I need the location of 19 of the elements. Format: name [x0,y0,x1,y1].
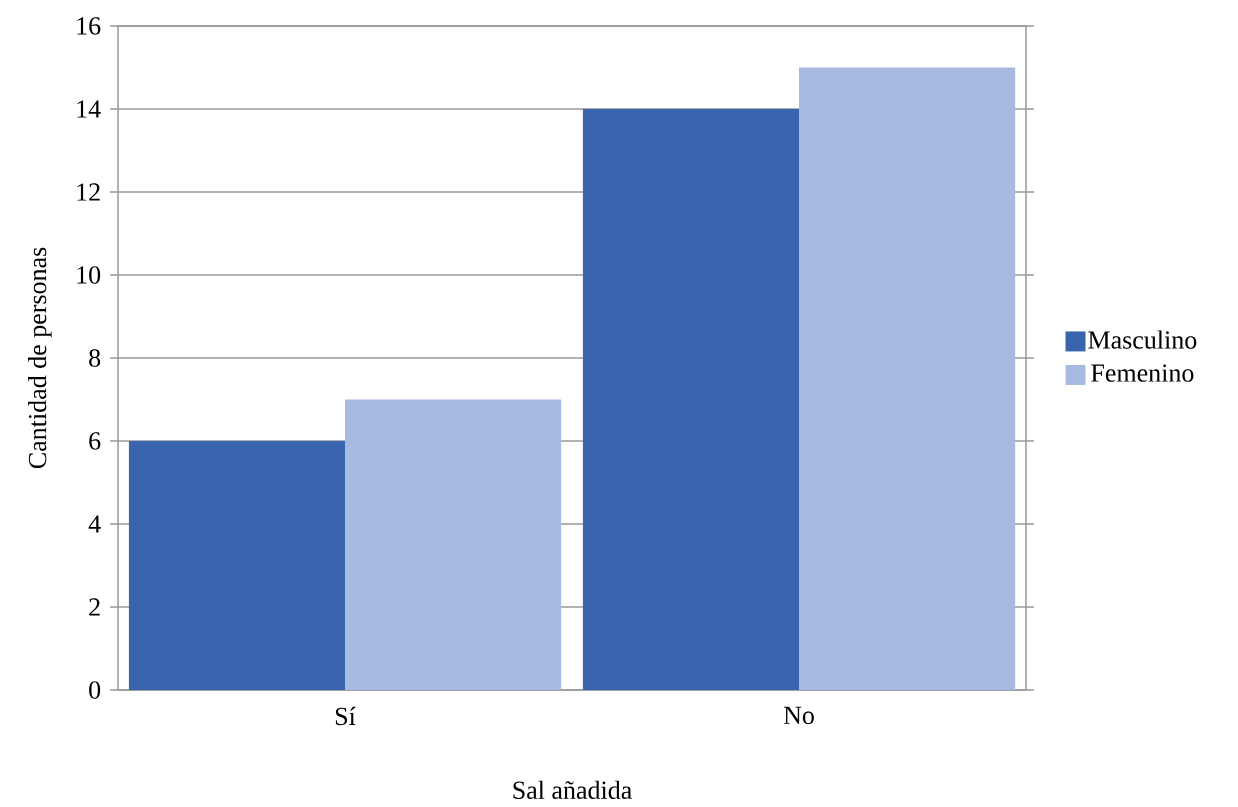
y-tick-label: 12 [77,183,100,201]
y-tick-label: 0 [89,681,101,699]
bar [582,108,800,690]
y-axis-title: Cantidad de personas [28,247,52,469]
y-tick-label: 14 [77,100,101,118]
y-tick-label: 8 [89,349,101,367]
y-tick-label: 4 [88,515,101,533]
bar [345,399,562,690]
y-tick-label: 16 [77,17,101,35]
bar [799,67,1016,690]
legend-label: Femenino [1091,364,1194,382]
y-tick-label: 2 [89,598,100,616]
x-tick-label: No [783,706,814,725]
legend-label: Masculino [1088,330,1197,349]
y-tick-label: 10 [77,266,101,284]
y-tick-label: 6 [89,432,101,450]
x-axis-title: Sal añadida [513,780,632,799]
bar [128,440,346,690]
x-tick-label: Sí [335,706,356,726]
